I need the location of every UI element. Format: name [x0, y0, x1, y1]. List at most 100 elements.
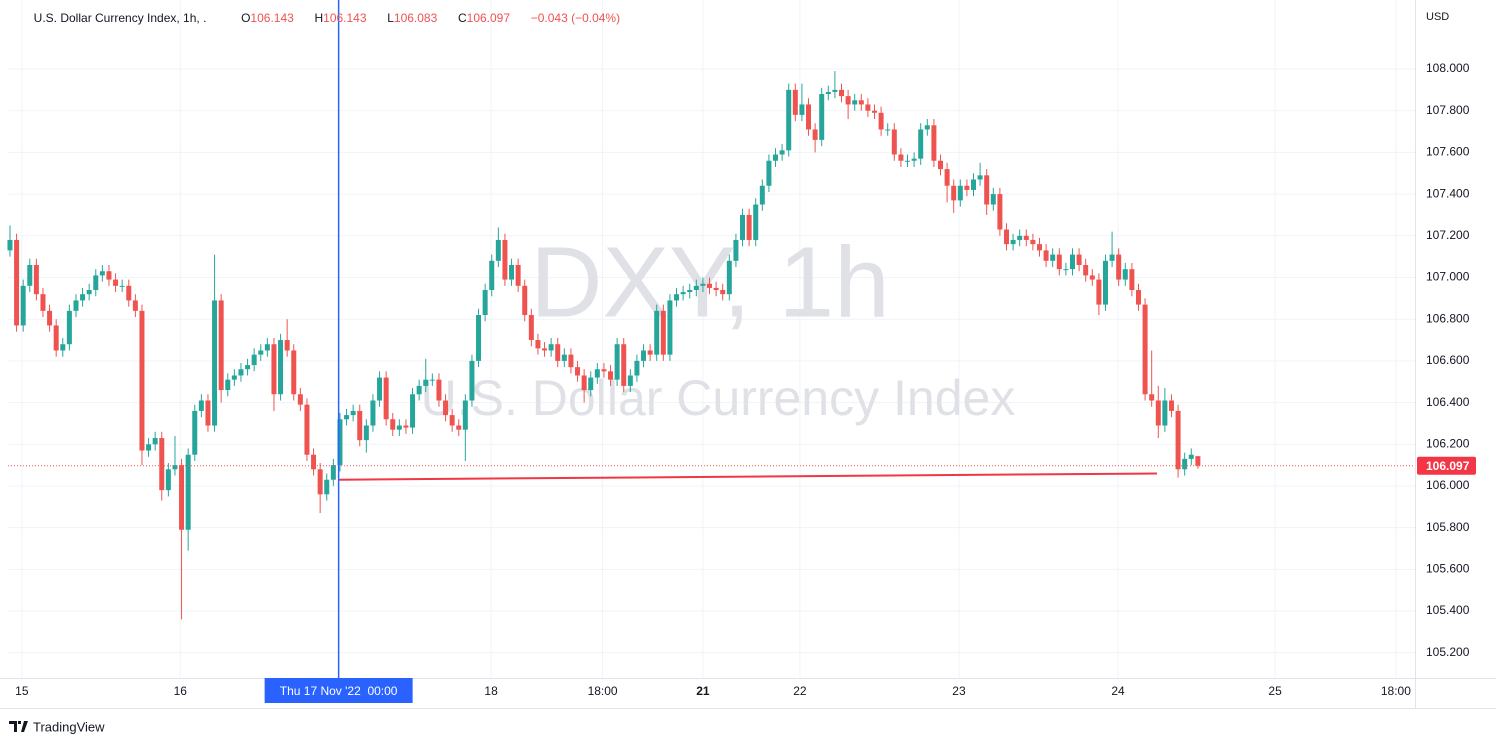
candle-body [509, 264, 515, 280]
plot [7, 0, 1415, 678]
brand: TradingView [33, 719, 105, 734]
candle-body [1188, 454, 1194, 459]
y-tick-label: 105.600 [1426, 562, 1470, 576]
candle-body [159, 438, 165, 491]
h-label: H [314, 11, 323, 25]
y-tick-label: 106.600 [1426, 353, 1470, 367]
candle-body [522, 285, 528, 316]
candle-body [700, 283, 706, 286]
x-tick-label: 16 [174, 684, 188, 698]
candle-body [839, 89, 845, 97]
candle-body [132, 300, 138, 311]
candle-body [1017, 235, 1023, 240]
candle-body [370, 400, 376, 426]
candle-body [561, 354, 567, 361]
candle-body [436, 379, 442, 401]
candle-body [80, 294, 86, 301]
candle-body [812, 129, 818, 140]
candle-body [33, 264, 39, 295]
y-tick-label: 107.600 [1426, 145, 1470, 159]
candle-body [429, 379, 435, 381]
candle-body [344, 415, 350, 420]
candle-body [687, 290, 693, 293]
candle-body [238, 369, 244, 376]
candle-body [60, 344, 66, 351]
candle-body [641, 350, 647, 361]
candle-body [528, 315, 534, 341]
candle-body [911, 158, 917, 161]
candle-body [469, 360, 475, 401]
candle-body [27, 264, 33, 286]
candle-body [304, 404, 310, 455]
x-tick-label: 25 [1268, 684, 1282, 698]
candle-body [806, 104, 812, 130]
candle-body [119, 285, 125, 287]
candle-body [317, 469, 323, 495]
candle-body [106, 271, 112, 280]
candle-body [251, 354, 257, 366]
candle-body [872, 110, 878, 113]
candle-body [542, 348, 548, 351]
candle-body [86, 290, 92, 295]
candle-body [746, 214, 752, 240]
candle-body [291, 350, 297, 395]
candle-body [984, 175, 990, 205]
candle-body [185, 454, 191, 530]
x-tick-label: 18:00 [1381, 684, 1411, 698]
candle-body [284, 340, 290, 351]
candle-body [1116, 254, 1122, 280]
candle-body [1056, 254, 1062, 270]
candle-body [1010, 239, 1016, 245]
h-value: 106.143 [323, 11, 367, 25]
candle-body [891, 129, 897, 155]
candle-body [456, 425, 462, 430]
candle-body [152, 438, 158, 445]
candle-body [443, 400, 449, 416]
candle-body [311, 454, 317, 470]
x-tick-label: 21 [696, 684, 710, 698]
candle-body [245, 365, 251, 370]
c-value: 106.097 [467, 11, 511, 25]
candle-body [1135, 290, 1141, 305]
candle-body [489, 260, 495, 291]
candle-body [825, 91, 831, 95]
candle-body [47, 310, 53, 326]
candle-body [944, 169, 950, 186]
candle-body [799, 104, 805, 115]
l-label: L [387, 11, 394, 25]
candle-body [198, 400, 204, 411]
candle-body [588, 377, 594, 391]
y-tick-label: 105.200 [1426, 645, 1470, 659]
candle-body [1142, 304, 1148, 395]
brand-logo [9, 721, 28, 732]
candle-body [1162, 400, 1168, 426]
candle-body [905, 160, 911, 162]
candle-body [680, 292, 686, 295]
l-value: 106.083 [394, 11, 438, 25]
candle-body [898, 154, 904, 161]
x-tick-label: 23 [952, 684, 966, 698]
candle-body [1069, 254, 1075, 270]
candle-body [53, 325, 59, 351]
candle-body [581, 375, 587, 391]
grid [8, 0, 1415, 678]
candle-body [146, 444, 152, 451]
candle-body [20, 285, 26, 326]
candle-body [614, 344, 620, 380]
x-tick-label: 18 [484, 684, 498, 698]
candle-body [1155, 400, 1161, 426]
candle-body [845, 96, 851, 105]
candle-body [1168, 400, 1174, 411]
y-tick-label: 106.200 [1426, 436, 1470, 450]
candle-body [647, 350, 653, 355]
candle-body [654, 310, 660, 355]
candle-body [575, 367, 581, 376]
candle-body [1182, 458, 1188, 470]
currency: USD [1426, 11, 1449, 23]
y-tick-label: 105.800 [1426, 520, 1470, 534]
candle-body [634, 360, 640, 376]
candle-body [258, 350, 264, 355]
candle-body [231, 375, 237, 380]
candle-body [278, 340, 284, 395]
